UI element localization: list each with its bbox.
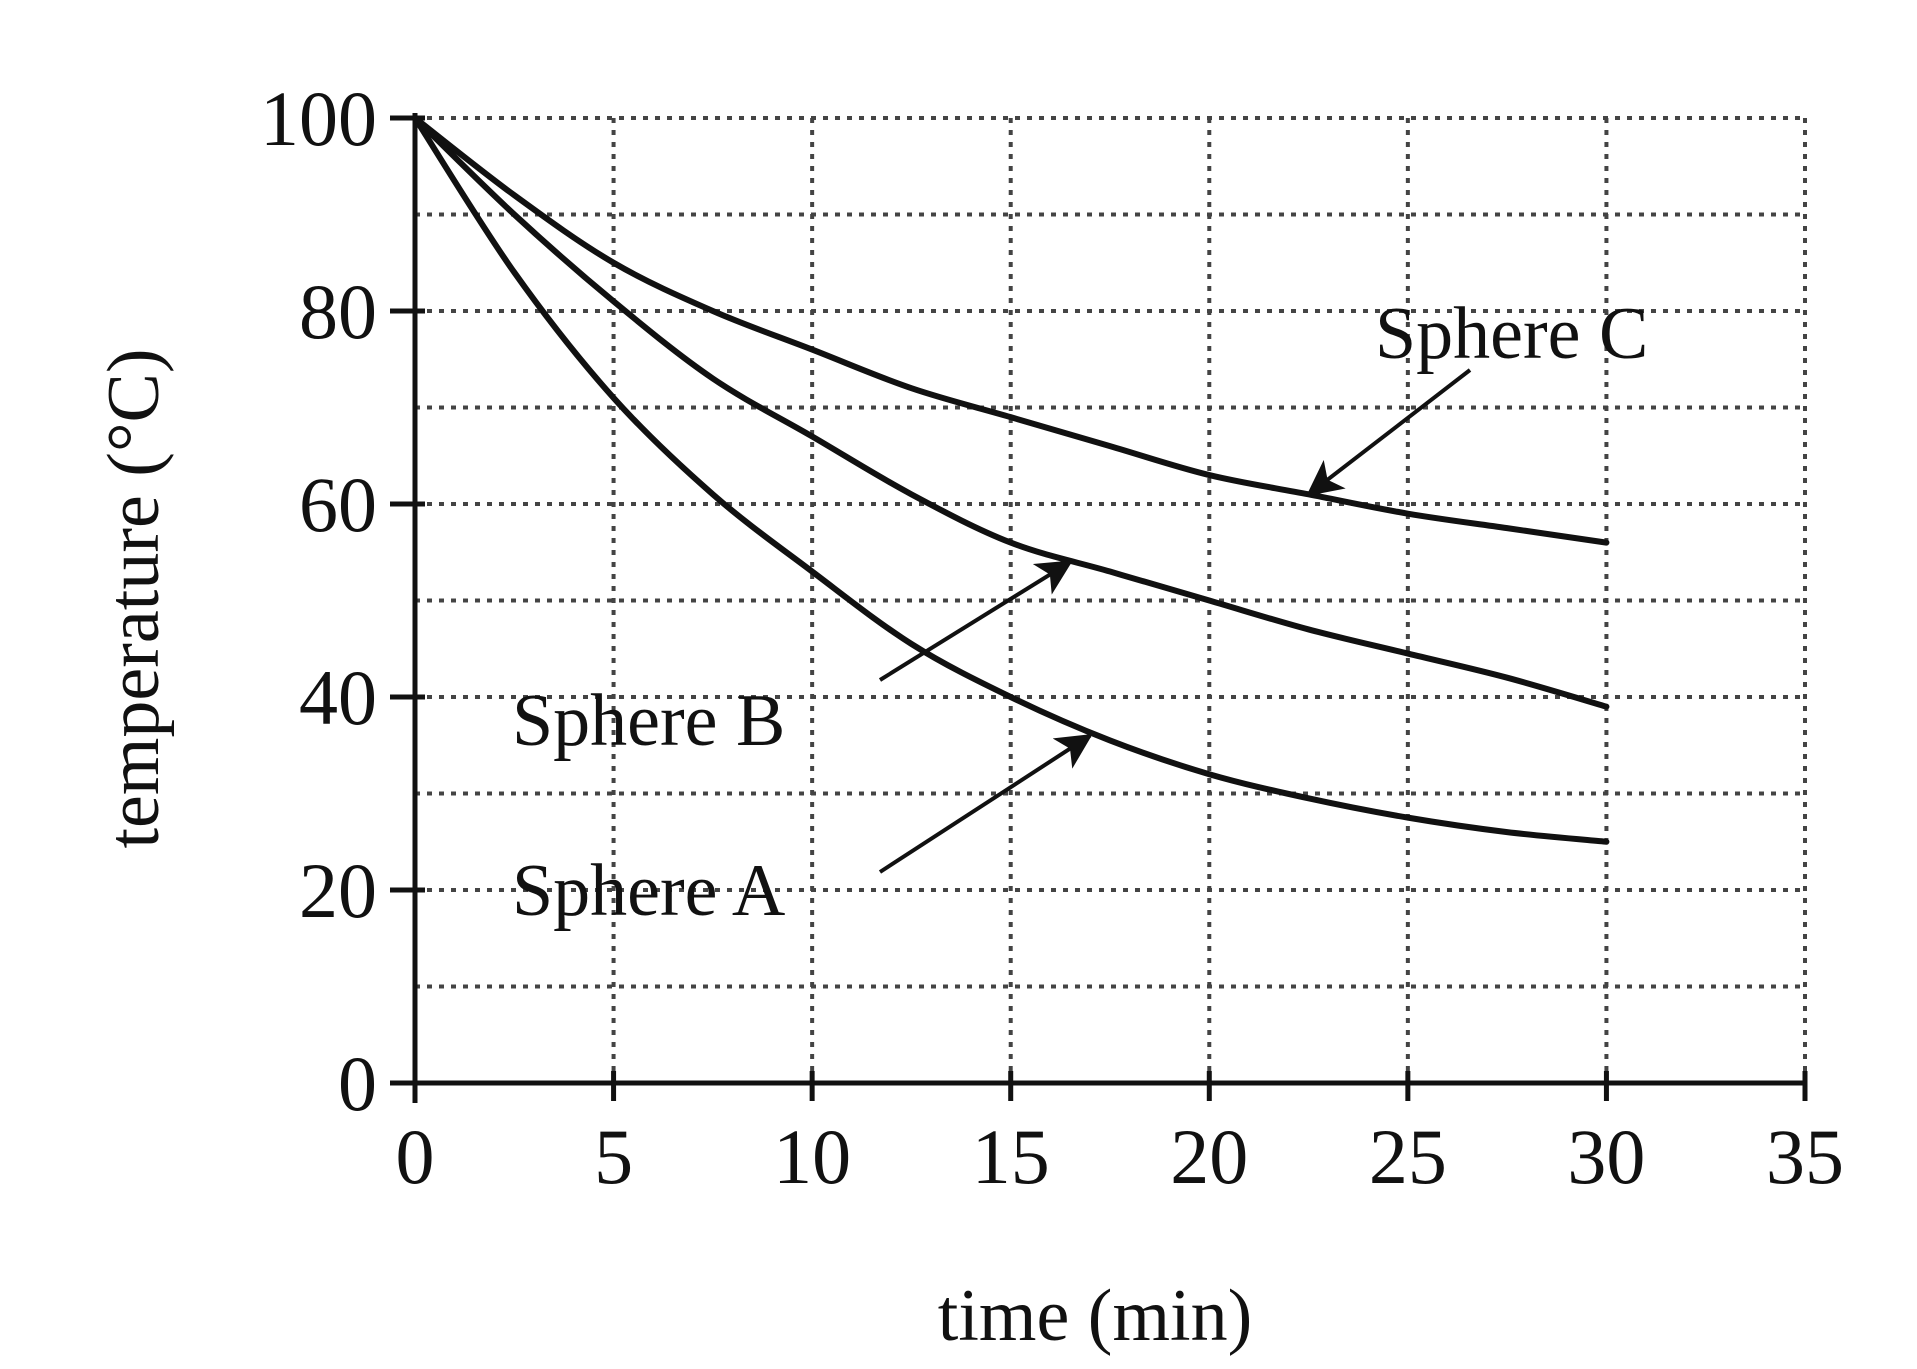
x-tick-label: 0 [396, 1113, 435, 1200]
series-line-sphere-c [412, 115, 1610, 546]
annotation-label-sphere-a: Sphere A [512, 850, 785, 932]
x-tick-label: 10 [773, 1113, 851, 1200]
series-lines [412, 115, 1610, 845]
x-tick-label: 20 [1170, 1113, 1248, 1200]
y-tick-label: 40 [299, 654, 377, 741]
y-tick-label: 0 [338, 1040, 377, 1127]
grid [415, 116, 1807, 1083]
annotations: Sphere C Sphere B Sphere A [512, 293, 1648, 932]
axes [390, 113, 1808, 1103]
y-tick-label: 100 [260, 75, 377, 162]
annotation-label-sphere-b: Sphere B [512, 680, 785, 762]
y-tick-label: 80 [299, 268, 377, 355]
annotation-label-sphere-c: Sphere C [1375, 293, 1648, 375]
x-tick-label: 30 [1567, 1113, 1645, 1200]
annotation-arrow-sphere-a [878, 733, 1093, 874]
series-line-sphere-b [412, 115, 1610, 710]
x-tick-label: 15 [972, 1113, 1050, 1200]
x-tick-label: 25 [1369, 1113, 1447, 1200]
series-line-sphere-a [412, 115, 1610, 845]
tick-labels: 0 5 10 15 20 25 30 35 0 20 40 60 80 100 [260, 75, 1844, 1200]
annotation-arrow-sphere-c [1306, 368, 1472, 497]
x-tick-label: 35 [1766, 1113, 1844, 1200]
x-axis-title: time (min) [938, 1275, 1252, 1357]
x-tick-label: 5 [594, 1113, 633, 1200]
y-axis-title: temperature (°C) [93, 348, 175, 848]
y-tick-label: 60 [299, 461, 377, 548]
y-tick-label: 20 [299, 847, 377, 934]
annotation-arrow-sphere-b [878, 560, 1073, 682]
